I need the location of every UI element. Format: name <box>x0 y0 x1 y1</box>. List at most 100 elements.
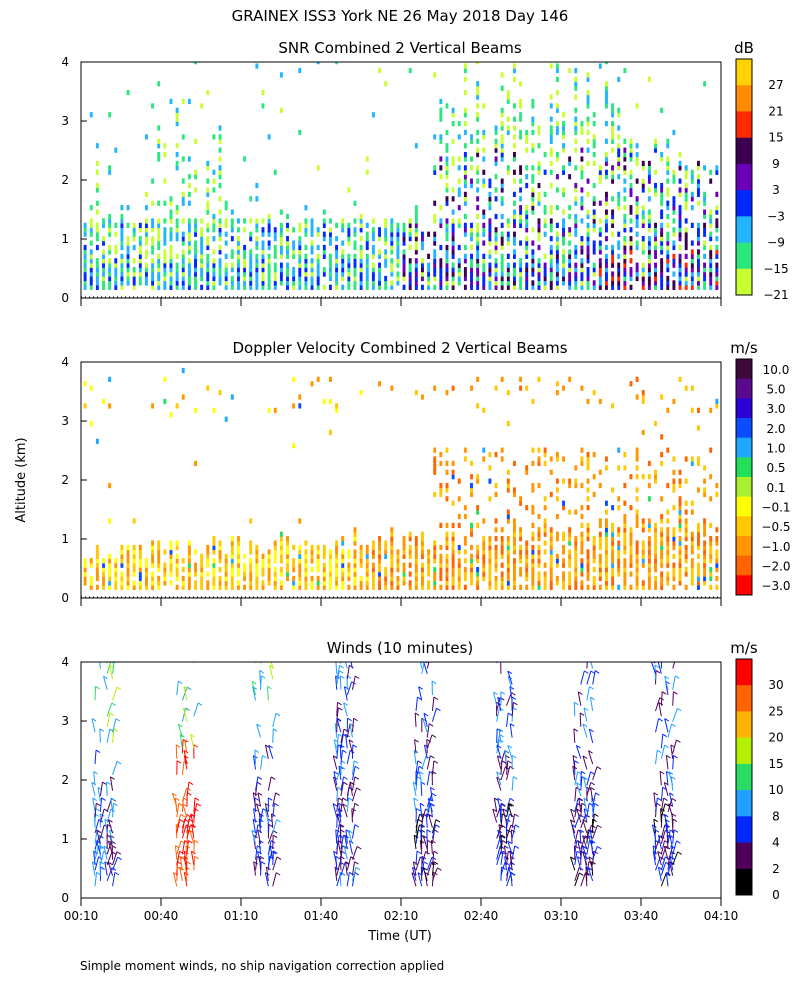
snr-cell <box>647 262 651 268</box>
snr-cell <box>629 218 633 224</box>
wind-barb-flag <box>591 824 596 829</box>
snr-cell <box>635 143 639 149</box>
snr-cell <box>635 222 639 228</box>
snr-cell <box>660 151 664 158</box>
doppler-cell <box>666 482 670 489</box>
doppler-cell <box>611 487 615 493</box>
wind-barb <box>252 755 257 770</box>
snr-cell <box>660 107 664 113</box>
doppler-cell <box>169 549 173 555</box>
doppler-cell <box>635 513 639 520</box>
doppler-cell <box>709 575 713 582</box>
snr-cell <box>635 271 639 277</box>
doppler-cell <box>273 567 277 573</box>
doppler-cell <box>206 549 210 555</box>
snr-cell <box>549 249 553 255</box>
doppler-cell <box>353 540 357 546</box>
snr-cell <box>531 103 535 109</box>
wind-barb-flag <box>96 829 101 834</box>
doppler-cell <box>506 536 510 542</box>
snr-cell <box>194 174 197 180</box>
snr-cell <box>555 240 559 246</box>
doppler-cell <box>678 509 682 515</box>
wind-barb <box>500 813 503 828</box>
wind-barb-flag <box>433 760 439 764</box>
snr-cell <box>371 280 375 286</box>
snr-cell <box>697 262 700 268</box>
wind-barb <box>421 851 427 866</box>
doppler-cell <box>678 505 682 511</box>
wind-barb <box>660 872 667 887</box>
snr-cell <box>408 280 412 286</box>
snr-cell <box>617 151 621 158</box>
snr-cell <box>666 258 670 264</box>
snr-cell <box>286 244 289 251</box>
snr-cell <box>598 200 602 206</box>
wind-barb-flag <box>270 776 276 780</box>
wind-barb <box>175 744 178 759</box>
snr-cell <box>617 107 621 113</box>
snr-cell <box>175 271 179 277</box>
doppler-cell <box>715 403 719 409</box>
wind-barb <box>264 808 269 823</box>
snr-cell <box>353 262 357 268</box>
snr-cell <box>500 262 504 268</box>
snr-cell <box>623 213 627 220</box>
snr-cell <box>200 253 204 259</box>
snr-cell <box>476 116 480 122</box>
snr-cell <box>568 213 572 220</box>
snr-cell <box>488 231 492 237</box>
wind-barb <box>508 867 513 882</box>
doppler-cell <box>672 527 676 533</box>
snr-cell <box>187 98 191 105</box>
wind-barb <box>186 824 192 839</box>
wind-barb <box>506 712 509 727</box>
doppler-cell <box>537 584 541 590</box>
doppler-cell <box>488 544 492 551</box>
wind-barb-flag <box>511 754 517 759</box>
wind-barb <box>497 798 502 812</box>
snr-cell <box>586 129 590 136</box>
doppler-cell <box>506 544 510 551</box>
snr-cell <box>488 275 492 282</box>
snr-cell <box>218 125 222 131</box>
snr-cell <box>378 249 381 255</box>
doppler-cell <box>378 584 381 590</box>
snr-cell <box>463 231 467 237</box>
doppler-cell <box>194 567 197 573</box>
snr-cell <box>617 275 621 282</box>
wind-barb-flag <box>652 662 656 664</box>
doppler-cell <box>660 580 664 586</box>
wind-barb <box>332 755 338 770</box>
wind-barb <box>254 750 257 765</box>
snr-cell <box>200 218 204 224</box>
doppler-cell <box>543 549 547 555</box>
snr-cell <box>568 67 572 74</box>
doppler-cell <box>666 571 670 577</box>
doppler-cell <box>623 567 627 573</box>
colorbar-label: 10.0 <box>763 363 790 377</box>
snr-cell <box>531 271 535 277</box>
wind-barb-flag <box>342 733 348 738</box>
snr-cell <box>439 218 443 224</box>
doppler-cell <box>451 531 455 537</box>
wind-barb-flag <box>507 745 513 749</box>
doppler-cell <box>132 571 136 577</box>
wind-barb <box>418 771 423 786</box>
snr-cell <box>715 222 719 228</box>
doppler-cell <box>654 522 657 528</box>
snr-cell <box>641 160 645 167</box>
colorbar-swatch <box>736 190 752 217</box>
wind-barb-flag <box>276 819 281 823</box>
wind-barb <box>422 867 428 882</box>
snr-cell <box>298 227 302 233</box>
wind-barb <box>260 808 264 823</box>
snr-cell <box>647 284 651 290</box>
snr-cell <box>666 200 670 206</box>
colorbar-label: −9 <box>767 236 785 250</box>
doppler-cell <box>365 553 369 559</box>
doppler-cell <box>163 398 167 405</box>
wind-barb-flag <box>594 813 599 817</box>
snr-cell <box>169 200 173 206</box>
doppler-cell <box>506 390 510 396</box>
